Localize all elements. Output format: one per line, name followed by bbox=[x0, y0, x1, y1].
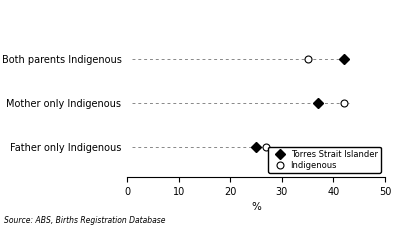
X-axis label: %: % bbox=[251, 202, 261, 212]
Text: Source: ABS, Births Registration Database: Source: ABS, Births Registration Databas… bbox=[4, 216, 166, 225]
Legend: Torres Strait Islander, Indigenous: Torres Strait Islander, Indigenous bbox=[268, 147, 381, 173]
